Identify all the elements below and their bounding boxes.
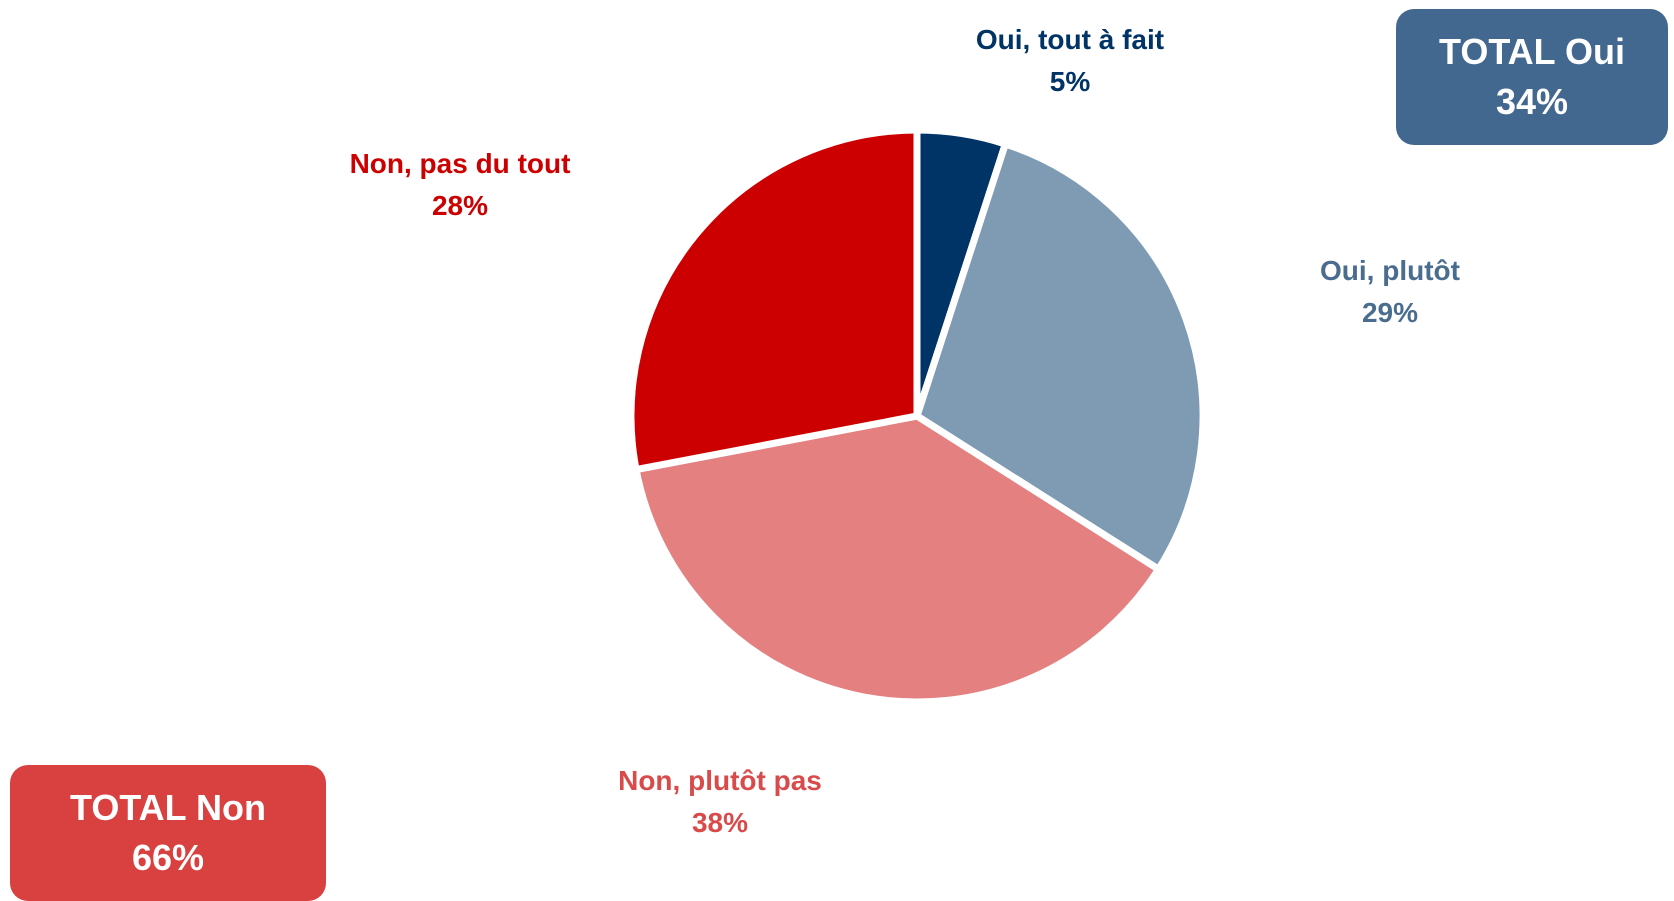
total-oui-title: TOTAL Oui: [1439, 31, 1625, 72]
label-oui-plutot-name: Oui, plutôt: [1320, 255, 1460, 286]
total-non-box: TOTAL Non 66%: [10, 765, 326, 901]
label-oui-tout-a-fait-name: Oui, tout à fait: [975, 24, 1165, 55]
label-non-plutot-pas: Non, plutôt pas 38%: [590, 760, 850, 844]
pie-slice-non-plutot-pas: [632, 412, 1162, 706]
label-oui-plutot: Oui, plutôt 29%: [1290, 250, 1490, 334]
label-oui-tout-a-fait: Oui, tout à fait 5%: [950, 19, 1190, 103]
label-non-plutot-pas-name: Non, plutôt pas: [618, 765, 822, 796]
label-non-pas-du-tout-value: 28%: [431, 190, 489, 221]
pie-slice-oui-plutot: [913, 140, 1207, 573]
label-non-pas-du-tout: Non, pas du tout 28%: [320, 143, 600, 227]
label-oui-plutot-value: 29%: [1361, 297, 1419, 328]
total-oui-box: TOTAL Oui 34%: [1396, 9, 1668, 145]
total-non-title: TOTAL Non: [70, 787, 266, 828]
label-non-pas-du-tout-name: Non, pas du tout: [349, 148, 571, 179]
label-oui-tout-a-fait-value: 5%: [1049, 66, 1091, 97]
label-non-plutot-pas-value: 38%: [691, 807, 749, 838]
pie-slice-non-pas-du-tout: [627, 126, 921, 474]
total-non-value: 66%: [131, 837, 205, 878]
total-oui-value: 34%: [1495, 81, 1569, 122]
